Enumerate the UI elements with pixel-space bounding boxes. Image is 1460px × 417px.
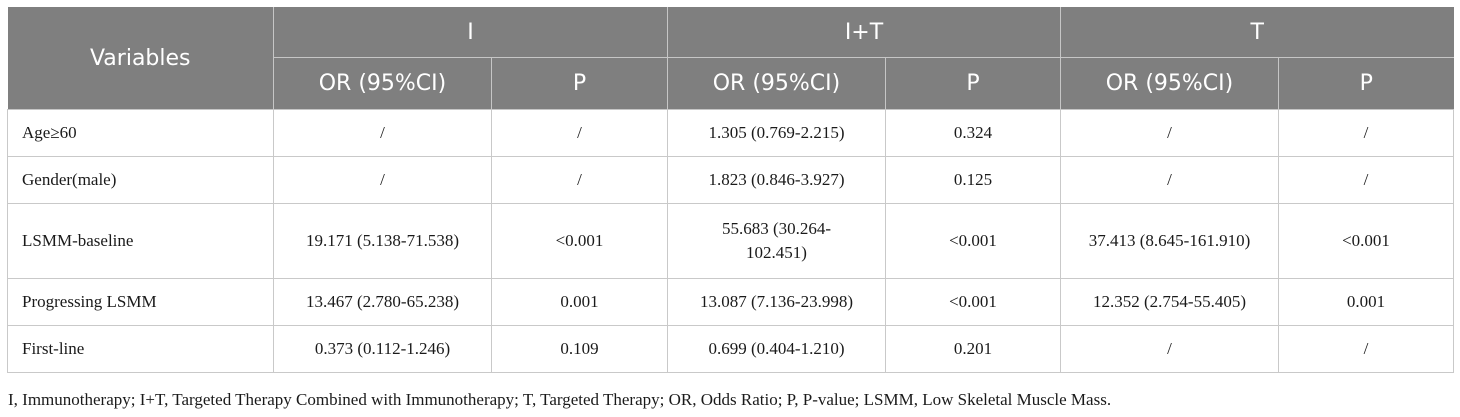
- table-cell: /: [491, 109, 668, 157]
- row-label: LSMM-baseline: [7, 203, 274, 279]
- table-cell: 0.109: [491, 325, 668, 373]
- header-row-subcolumns: OR (95%CI) P OR (95%CI) P OR (95%CI) P: [8, 57, 1454, 110]
- table-cell: /: [1278, 156, 1455, 204]
- table-cell: <0.001: [885, 278, 1061, 326]
- table-cell: 0.125: [885, 156, 1061, 204]
- row-label: Age≥60: [7, 109, 274, 157]
- table-cell: 19.171 (5.138-71.538): [273, 203, 492, 279]
- header-row-groups: Variables I I+T T: [7, 7, 1454, 110]
- header-group-i: I: [273, 7, 668, 58]
- table-cell: 0.001: [491, 278, 668, 326]
- table-footnote: I, Immunotherapy; I+T, Targeted Therapy …: [8, 390, 1112, 409]
- table-row: Age≥60 / / 1.305 (0.769-2.215) 0.324 / /: [7, 109, 1455, 157]
- row-label: Gender(male): [7, 156, 274, 204]
- table-cell: 0.001: [1278, 278, 1455, 326]
- table-cell: <0.001: [1278, 203, 1455, 279]
- header-p-i-t: P: [885, 57, 1061, 110]
- table-row: Progressing LSMM 13.467 (2.780-65.238) 0…: [7, 278, 1455, 326]
- table-cell: 1.823 (0.846-3.927): [667, 156, 886, 204]
- table-row: Gender(male) / / 1.823 (0.846-3.927) 0.1…: [7, 156, 1455, 204]
- table-cell: 0.201: [885, 325, 1061, 373]
- table-cell: <0.001: [491, 203, 668, 279]
- header-group-i-t: I+T: [667, 7, 1061, 58]
- table-cell: /: [273, 156, 492, 204]
- header-p-i: P: [491, 57, 668, 110]
- table-cell: /: [1278, 109, 1455, 157]
- table-row: LSMM-baseline 19.171 (5.138-71.538) <0.0…: [7, 203, 1455, 279]
- header-group-t: T: [1060, 7, 1454, 58]
- table-cell: 1.305 (0.769-2.215): [667, 109, 886, 157]
- row-label: Progressing LSMM: [7, 278, 274, 326]
- header-or-t: OR (95%CI): [1060, 57, 1279, 110]
- table-cell: /: [1060, 156, 1279, 204]
- header-variables: Variables: [7, 7, 274, 110]
- table-cell: 55.683 (30.264-102.451): [667, 203, 886, 279]
- results-table-container: Variables I I+T T OR (95%CI) P OR (95%CI…: [7, 7, 1455, 373]
- table-cell: /: [491, 156, 668, 204]
- table-cell: 13.467 (2.780-65.238): [273, 278, 492, 326]
- table-cell: 0.324: [885, 109, 1061, 157]
- header-p-t: P: [1278, 57, 1454, 110]
- table-cell: /: [273, 109, 492, 157]
- table-cell: /: [1060, 325, 1279, 373]
- results-table: Variables I I+T T OR (95%CI) P OR (95%CI…: [7, 7, 1455, 373]
- table-cell: 0.373 (0.112-1.246): [273, 325, 492, 373]
- table-cell: 13.087 (7.136-23.998): [667, 278, 886, 326]
- table-cell: 37.413 (8.645-161.910): [1060, 203, 1279, 279]
- table-cell: 0.699 (0.404-1.210): [667, 325, 886, 373]
- header-or-i: OR (95%CI): [273, 57, 492, 110]
- table-cell: /: [1060, 109, 1279, 157]
- row-label: First-line: [7, 325, 274, 373]
- table-row: First-line 0.373 (0.112-1.246) 0.109 0.6…: [7, 325, 1455, 373]
- table-cell: <0.001: [885, 203, 1061, 279]
- header-or-i-t: OR (95%CI): [667, 57, 886, 110]
- table-cell: /: [1278, 325, 1455, 373]
- table-cell: 12.352 (2.754-55.405): [1060, 278, 1279, 326]
